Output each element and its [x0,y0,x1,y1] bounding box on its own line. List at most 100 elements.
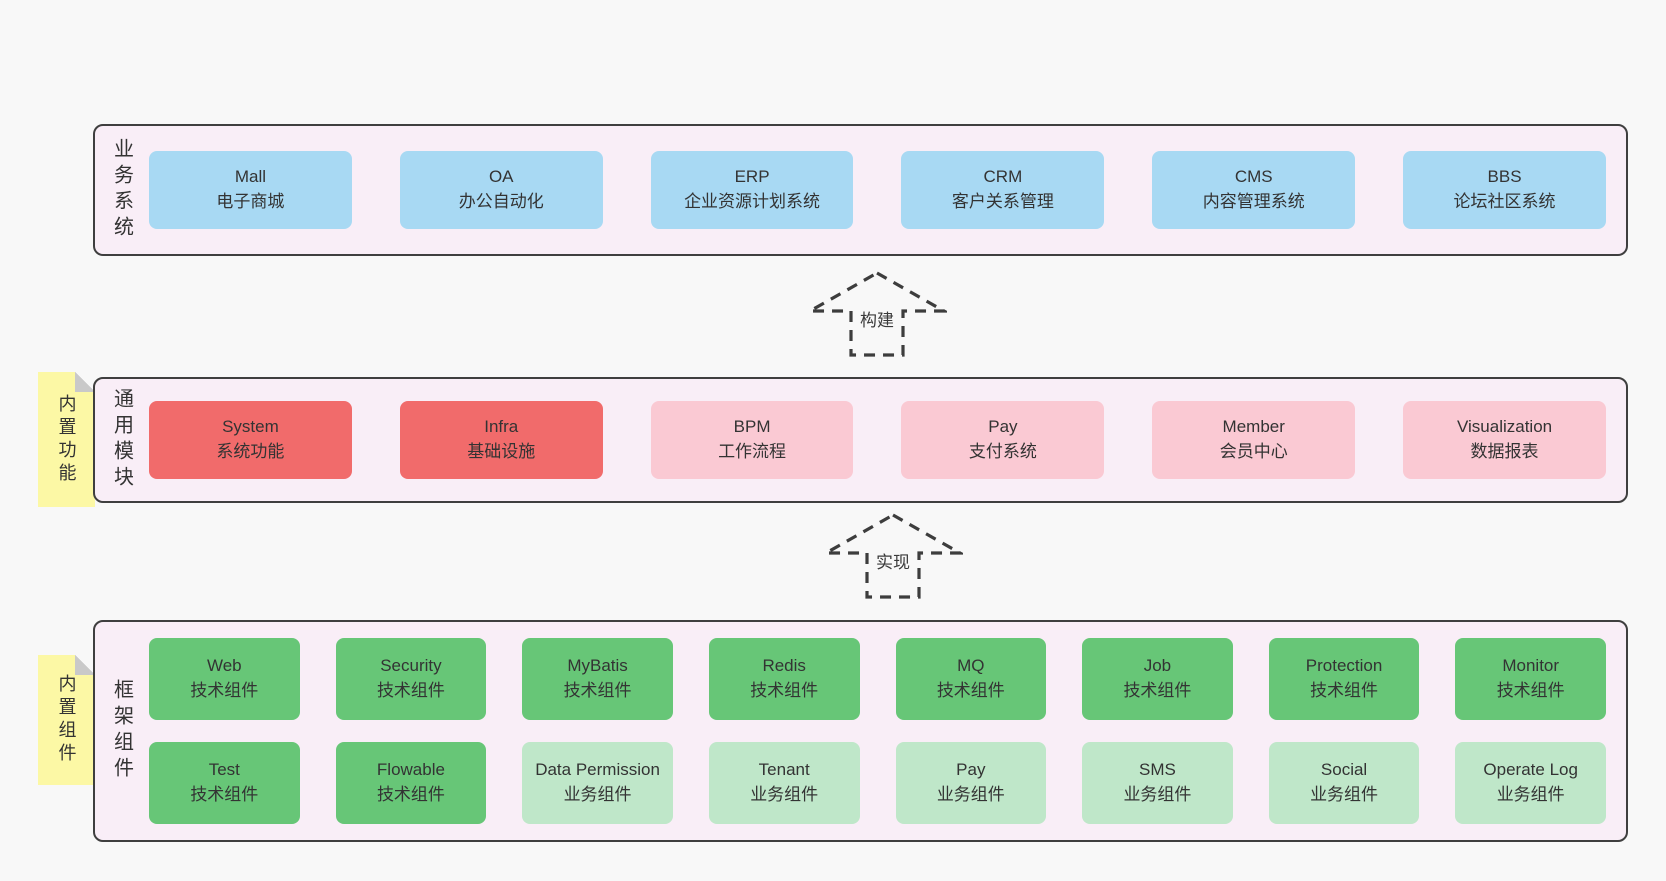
band-label-common-modules: 通用模块 [110,388,133,492]
sticky-note-built-in-features: 内置功能 [38,372,95,507]
module-row: System 系统功能 Infra 基础设施 BPM 工作流程 Pay 支付系统 Member 会… [149,401,1606,479]
module-box-infra: Infra 基础设施 [399,401,603,479]
arrow-implement-label: 实现 [873,548,913,573]
module-title: Pay [988,417,1018,437]
arrow-build-label: 构建 [857,306,897,331]
module-subtitle: 技术组件 [936,681,1005,700]
module-subtitle: 内容管理系统 [1202,192,1305,211]
band-common-modules: 通用模块 System 系统功能 Infra 基础设施 BPM 工作流程 Pay 支付系统 Me… [93,377,1628,503]
module-title: CMS [1234,167,1273,187]
module-subtitle: 客户关系管理 [951,192,1054,211]
module-title: Security [380,656,442,676]
module-row: Web 技术组件 Security 技术组件 MyBatis 技术组件 Redis 技术组件 M… [149,638,1606,720]
module-title: Operate Log [1483,760,1578,780]
dashed-up-arrow-icon [807,271,947,357]
module-title: BBS [1487,167,1522,187]
module-subtitle: 技术组件 [376,681,445,700]
arrow-build: 构建 [807,270,947,358]
module-box-bpm: BPM 工作流程 [650,401,854,479]
module-box-system: System 系统功能 [149,401,352,479]
module-subtitle: 技术组件 [190,785,259,804]
module-title: Member [1222,417,1285,437]
module-title: Visualization [1456,417,1553,437]
module-box-monitor: Monitor 技术组件 [1455,638,1606,720]
module-subtitle: 业务组件 [936,785,1005,804]
module-title: System [222,417,279,437]
module-box-mall: Mall 电子商城 [149,151,352,229]
module-box-cms: CMS 内容管理系统 [1152,151,1356,229]
module-title: Mall [234,167,266,187]
module-box-web: Web 技术组件 [149,638,300,720]
module-box-sms: SMS 业务组件 [1082,742,1233,824]
module-subtitle: 论坛社区系统 [1453,192,1556,211]
band-rows: Web 技术组件 Security 技术组件 MyBatis 技术组件 Redis 技术组件 M… [149,622,1626,840]
module-subtitle: 支付系统 [968,442,1037,461]
module-title: Pay [956,760,986,780]
module-box-redis: Redis 技术组件 [708,638,860,720]
module-box-test: Test 技术组件 [149,742,300,824]
module-subtitle: 业务组件 [1496,785,1565,804]
module-box-tenant: Tenant 业务组件 [708,742,860,824]
module-title: Test [208,760,240,780]
module-subtitle: 数据报表 [1470,442,1539,461]
module-subtitle: 技术组件 [1123,681,1192,700]
module-title: Web [206,656,242,676]
module-title: Social [1320,760,1368,780]
module-box-crm: CRM 客户关系管理 [901,151,1105,229]
module-box-mq: MQ 技术组件 [895,638,1047,720]
module-subtitle: 业务组件 [750,785,819,804]
module-subtitle: 会员中心 [1219,442,1288,461]
module-title: Monitor [1502,656,1560,676]
module-box-member: Member 会员中心 [1152,401,1356,479]
module-subtitle: 技术组件 [1496,681,1565,700]
module-box-protection: Protection 技术组件 [1268,638,1420,720]
module-box-data-permission: Data Permission 业务组件 [522,742,673,824]
module-title: SMS [1139,760,1176,780]
module-box-oa: OA 办公自动化 [399,151,603,229]
module-title: Data Permission [535,760,660,780]
module-box-visualization: Visualization 数据报表 [1403,401,1606,479]
module-subtitle: 技术组件 [1310,681,1379,700]
module-title: Infra [484,417,519,437]
band-label-framework-components: 框架组件 [110,679,133,783]
band-business-systems: 业务系统 Mall 电子商城 OA 办公自动化 ERP 企业资源计划系统 CRM 客户关系管理… [93,124,1628,256]
module-subtitle: 业务组件 [1310,785,1379,804]
module-box-social: Social 业务组件 [1268,742,1420,824]
module-box-operate-log: Operate Log 业务组件 [1455,742,1606,824]
module-subtitle: 系统功能 [216,442,285,461]
module-row: Mall 电子商城 OA 办公自动化 ERP 企业资源计划系统 CRM 客户关系管理 CMS 内容… [149,151,1606,229]
module-title: Tenant [758,760,810,780]
module-box-mybatis: MyBatis 技术组件 [522,638,673,720]
band-label-business-systems: 业务系统 [110,138,133,242]
module-title: Flowable [376,760,445,780]
band-rows: System 系统功能 Infra 基础设施 BPM 工作流程 Pay 支付系统 Member 会… [149,379,1626,501]
module-box-pay: Pay 业务组件 [895,742,1047,824]
module-subtitle: 工作流程 [718,442,787,461]
module-title: MQ [957,656,985,676]
module-subtitle: 技术组件 [190,681,259,700]
dashed-up-arrow-icon [823,513,963,599]
module-subtitle: 技术组件 [750,681,819,700]
arrow-implement: 实现 [823,512,963,600]
module-subtitle: 业务组件 [563,785,632,804]
band-framework-components: 框架组件 Web 技术组件 Security 技术组件 MyBatis 技术组件 Redis… [93,620,1628,842]
module-title: BPM [733,417,771,437]
module-title: CRM [983,167,1023,187]
module-title: Job [1143,656,1172,676]
module-subtitle: 业务组件 [1123,785,1192,804]
module-subtitle: 技术组件 [563,681,632,700]
module-box-security: Security 技术组件 [335,638,487,720]
module-box-job: Job 技术组件 [1082,638,1233,720]
module-subtitle: 办公自动化 [458,192,544,211]
band-rows: Mall 电子商城 OA 办公自动化 ERP 企业资源计划系统 CRM 客户关系管理 CMS 内容… [149,126,1626,254]
module-title: ERP [734,167,770,187]
module-subtitle: 电子商城 [216,192,285,211]
module-box-flowable: Flowable 技术组件 [335,742,487,824]
module-subtitle: 技术组件 [376,785,445,804]
module-box-pay: Pay 支付系统 [901,401,1105,479]
module-title: OA [488,167,514,187]
module-subtitle: 基础设施 [467,442,536,461]
module-row: Test 技术组件 Flowable 技术组件 Data Permission 业务组件 T… [149,742,1606,824]
module-title: MyBatis [567,656,628,676]
